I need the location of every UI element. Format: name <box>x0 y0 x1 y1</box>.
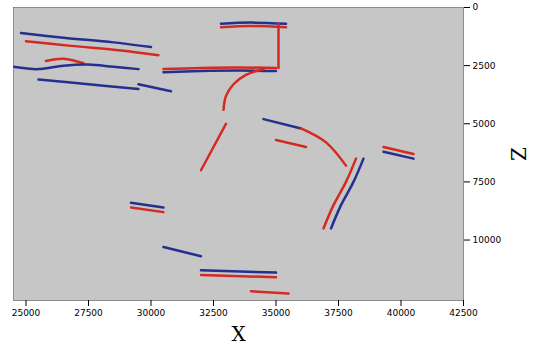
svg-text:27500: 27500 <box>74 308 103 318</box>
svg-text:2500: 2500 <box>473 61 496 71</box>
svg-text:35000: 35000 <box>262 308 291 318</box>
svg-text:32500: 32500 <box>199 308 228 318</box>
svg-text:7500: 7500 <box>473 177 496 187</box>
svg-text:0: 0 <box>473 2 479 12</box>
svg-text:5000: 5000 <box>473 119 496 129</box>
svg-text:42500: 42500 <box>449 308 478 318</box>
svg-text:Z: Z <box>507 147 531 161</box>
svg-text:37500: 37500 <box>324 308 353 318</box>
svg-text:10000: 10000 <box>473 235 502 245</box>
svg-text:X: X <box>231 322 246 346</box>
svg-text:30000: 30000 <box>137 308 166 318</box>
svg-text:25000: 25000 <box>12 308 41 318</box>
svg-text:40000: 40000 <box>387 308 416 318</box>
